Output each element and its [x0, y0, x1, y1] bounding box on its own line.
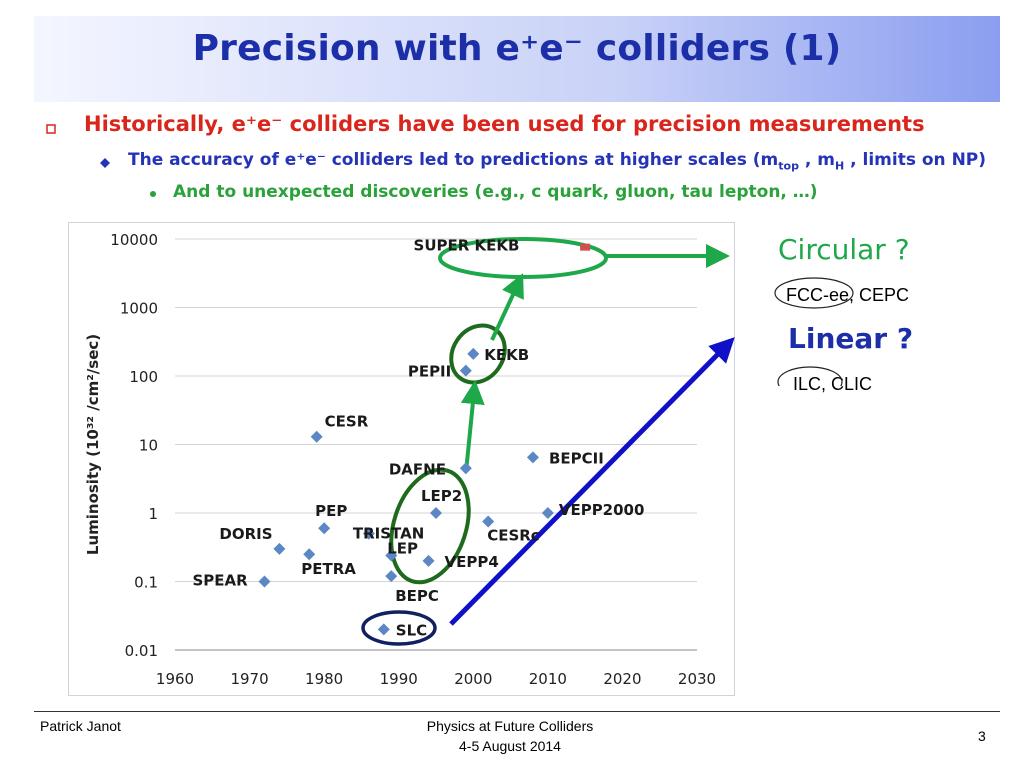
point-label: TRISTAN: [353, 525, 424, 543]
linear-options: ILC, CLIC: [793, 374, 873, 394]
point-label: SLC: [396, 621, 427, 639]
x-tick-label: 1970: [230, 670, 268, 688]
y-tick-label: 1: [148, 505, 158, 523]
x-tick-label: 2030: [678, 670, 716, 688]
luminosity-chart-frame: [68, 222, 735, 696]
y-tick-label: 10: [139, 437, 158, 455]
bullet-level-2: The accuracy of e⁺e⁻ colliders led to pr…: [128, 150, 986, 172]
data-point-vepp4: [422, 554, 435, 567]
point-label: BEPCII: [549, 449, 604, 467]
y-tick-label: 100: [129, 368, 158, 386]
kekb-to-superkekb-arrow: [490, 273, 524, 341]
point-label: PEP: [315, 502, 347, 520]
point-label: LEP2: [421, 487, 462, 505]
data-point-bepcii: [526, 451, 539, 464]
data-point-spear: [258, 575, 271, 588]
slide-title: Precision with e⁺e⁻ colliders (1): [34, 28, 1000, 69]
data-point-pepii: [459, 364, 472, 377]
point-label: KEKB: [484, 346, 529, 364]
lep-ellipse: [389, 467, 471, 585]
point-label: DAFNE: [389, 460, 446, 478]
superkekb-marker: [580, 243, 591, 251]
y-tick-label: 0.01: [125, 642, 158, 660]
bullet2-sub-top: top: [778, 159, 799, 173]
data-point-kekb: [467, 347, 480, 360]
lep-to-kekb-arrow: [460, 380, 485, 473]
bullet2-mid: , m: [798, 150, 835, 170]
bullet-level-3: And to unexpected discoveries (e.g., c q…: [173, 182, 818, 202]
point-label: LEP: [387, 539, 418, 557]
point-label: DORIS: [219, 525, 272, 543]
point-label: VEPP2000: [559, 501, 645, 519]
fcc-ee-ellipse: [774, 277, 854, 309]
footer-divider: [34, 711, 1000, 712]
bullet2-sub-h: H: [835, 159, 845, 173]
page-number: 3: [978, 728, 986, 744]
x-tick-label: 2000: [454, 670, 492, 688]
data-point-cesr: [310, 430, 323, 443]
point-label: CESRc: [487, 527, 540, 545]
circular-label: Circular ?: [778, 233, 910, 266]
slc-ellipse: [361, 610, 437, 646]
y-tick-label: 1000: [120, 300, 158, 318]
option-ellipses: [774, 277, 854, 386]
point-label: PETRA: [301, 560, 356, 578]
data-point-lep2: [430, 507, 442, 519]
x-tick-label: 1990: [380, 670, 418, 688]
data-point-doris: [273, 542, 286, 555]
y-tick-label: 10000: [110, 231, 158, 249]
footer-author: Patrick Janot: [40, 718, 121, 734]
y-axis-label: Luminosity (10³² /cm²/sec): [84, 334, 102, 555]
point-label: PEPII: [408, 363, 451, 381]
ilc-ellipse: [777, 366, 843, 386]
footer-event: Physics at Future Colliders: [426, 718, 594, 734]
data-point-lep: [385, 549, 398, 562]
data-point-cesrc: [482, 515, 495, 528]
linear-label: Linear ?: [788, 322, 914, 355]
dot-bullet-icon: [150, 191, 156, 197]
point-label: VEPP4: [445, 553, 499, 571]
hollow-square-bullet-icon: [46, 124, 56, 134]
y-tick-label: 0.1: [134, 574, 158, 592]
data-point-bepc: [385, 570, 398, 583]
footer-date: 4-5 August 2014: [459, 738, 561, 754]
x-tick-label: 1980: [305, 670, 343, 688]
data-point-vepp2000: [541, 507, 554, 519]
bullet-level-1: Historically, e⁺e⁻ colliders have been u…: [84, 112, 925, 136]
x-tick-label: 2020: [603, 670, 641, 688]
x-tick-label: 2010: [529, 670, 567, 688]
data-point-pep: [318, 522, 331, 535]
bullet2-text: The accuracy of e⁺e⁻ colliders led to pr…: [128, 150, 779, 170]
data-point-tristan: [362, 527, 375, 540]
point-label: CESR: [325, 413, 369, 431]
linear-arrow: [449, 337, 735, 626]
data-point-slc: [377, 623, 390, 636]
circular-options: FCC-ee, CEPC: [786, 285, 910, 305]
bullet2-end: , limits on NP): [844, 150, 987, 170]
diamond-bullet-icon: [100, 158, 110, 168]
point-label: BEPC: [395, 587, 439, 605]
data-point-dafne: [459, 462, 472, 475]
x-tick-label: 1960: [156, 670, 194, 688]
point-label: SPEAR: [192, 572, 248, 590]
title-bar: [34, 16, 1000, 102]
slide-title-text: Precision with e⁺e⁻ colliders (1): [192, 28, 842, 69]
data-point-petra: [303, 548, 316, 561]
point-label: SUPER KEKB: [414, 237, 520, 255]
